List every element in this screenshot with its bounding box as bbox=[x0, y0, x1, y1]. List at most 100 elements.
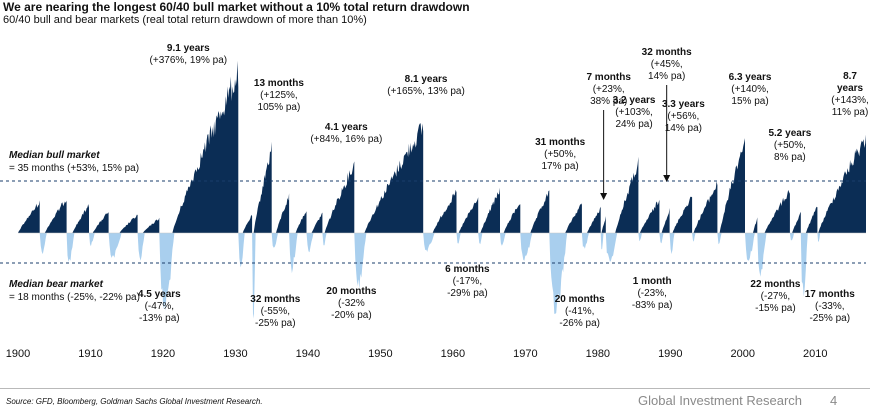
annotation-bull-label: 6.3 years (+140%, 15% pa) bbox=[729, 72, 772, 107]
annotation-bear-label: 22 months (-27%, -15% pa) bbox=[750, 279, 800, 314]
bear-market-area bbox=[39, 233, 47, 255]
x-tick-label: 1930 bbox=[223, 348, 247, 360]
bull-market-area bbox=[818, 134, 866, 233]
source-note: Source: GFD, Bloomberg, Goldman Sachs Gl… bbox=[6, 397, 263, 406]
bear-market-area bbox=[600, 233, 604, 250]
brand-label: Global Investment Research bbox=[638, 393, 803, 408]
median-bull-title: Median bull market bbox=[9, 150, 100, 161]
bull-market-area bbox=[480, 187, 500, 233]
bull-market-area bbox=[324, 161, 355, 233]
median-bull-text: = 35 months (+53%, 15% pa) bbox=[9, 163, 139, 174]
median-bear-title: Median bear market bbox=[9, 279, 104, 290]
bull-market-area bbox=[253, 141, 272, 233]
page-subtitle: 60/40 bull and bear markets (real total … bbox=[3, 14, 367, 26]
x-tick-label: 1970 bbox=[513, 348, 537, 360]
bear-market-area bbox=[669, 233, 675, 255]
annotation-bull-label: 8.1 years (+165%, 13% pa) bbox=[387, 74, 465, 97]
annotation-bull-label: 32 months (+45%, 14% pa) bbox=[642, 47, 692, 82]
x-tick-label: 1990 bbox=[658, 348, 682, 360]
annotation-bear-label: 6 months (-17%, -29% pa) bbox=[445, 264, 490, 299]
bull-market-area bbox=[276, 193, 290, 233]
annotation-bull-label: 7 months (+23%, 38% pa) bbox=[586, 72, 631, 107]
annotation-bull-label: 13 months (+125%, 105% pa) bbox=[254, 78, 304, 113]
bear-market-area bbox=[789, 233, 795, 241]
annotation-bear-label: 20 months (-41%, -26% pa) bbox=[555, 294, 605, 329]
bear-market-area bbox=[817, 233, 821, 242]
footer-divider bbox=[0, 388, 870, 389]
bull-market-area bbox=[764, 189, 790, 233]
bull-market-area bbox=[805, 206, 818, 233]
bear-market-area bbox=[605, 233, 618, 262]
page-title: We are nearing the longest 60/40 bull ma… bbox=[3, 0, 470, 14]
annotation-bear-label: 1 month (-23%, -83% pa) bbox=[632, 276, 673, 311]
bear-market-area bbox=[423, 233, 435, 252]
bull-market-area bbox=[311, 212, 323, 233]
bear-market-area bbox=[520, 233, 533, 261]
annotation-bull-label: 9.1 years (+376%, 19% pa) bbox=[150, 43, 228, 66]
x-tick-label: 1960 bbox=[441, 348, 465, 360]
bull-market-area bbox=[601, 216, 606, 233]
annotation-bear-label: 32 months (-55%, -25% pa) bbox=[250, 294, 300, 329]
bull-market-area bbox=[503, 204, 521, 233]
median-bear-text: = 18 months (-25%, -22% pa) bbox=[9, 292, 140, 303]
bull-market-area bbox=[119, 214, 138, 233]
bear-market-area bbox=[271, 233, 278, 248]
bull-market-area bbox=[639, 199, 660, 233]
bull-market-area bbox=[615, 156, 639, 233]
annotation-bear-label: 17 months (-33%, -25% pa) bbox=[805, 289, 855, 324]
bull-market-area bbox=[364, 123, 424, 233]
bear-market-area bbox=[159, 233, 175, 311]
bull-market-area bbox=[792, 211, 801, 233]
bull-market-area bbox=[458, 197, 479, 233]
bull-market-area bbox=[587, 206, 601, 233]
bear-market-area bbox=[354, 233, 367, 289]
annotation-bull-label: 5.2 years (+50%, 8% pa) bbox=[768, 128, 811, 163]
annotation-arrowhead bbox=[663, 175, 671, 182]
bear-market-area bbox=[745, 233, 755, 261]
bull-market-area bbox=[295, 211, 307, 233]
x-tick-label: 1910 bbox=[78, 348, 102, 360]
bull-market-area bbox=[693, 181, 718, 233]
bull-market-area bbox=[661, 208, 670, 233]
annotation-bear-label: 4.5 years (-47%, -13% pa) bbox=[138, 289, 181, 324]
bear-market-area bbox=[659, 233, 664, 244]
bull-market-area bbox=[44, 200, 67, 233]
bear-market-area bbox=[549, 233, 568, 314]
bull-market-area bbox=[672, 196, 693, 233]
bear-market-area bbox=[478, 233, 483, 245]
bear-market-area bbox=[581, 233, 589, 249]
bear-market-area bbox=[800, 233, 808, 297]
bull-market-area bbox=[172, 60, 239, 233]
bear-market-area bbox=[757, 233, 767, 277]
bear-market-area bbox=[717, 233, 722, 245]
bear-market-area bbox=[66, 233, 75, 262]
bull-market-area bbox=[92, 212, 109, 233]
annotation-arrowhead bbox=[600, 193, 608, 200]
bull-market-area bbox=[752, 217, 758, 233]
x-tick-label: 1940 bbox=[296, 348, 320, 360]
bull-market-area bbox=[142, 217, 160, 233]
annotation-bull-label: 3.2 years (+103%, 24% pa) bbox=[613, 95, 656, 130]
bear-market-area bbox=[306, 233, 314, 253]
bear-market-area bbox=[108, 233, 122, 258]
annotation-bear-label: 20 months (-32% -20% pa) bbox=[326, 286, 376, 321]
bull-market-area bbox=[719, 138, 745, 233]
bear-market-area bbox=[289, 233, 298, 274]
bull-bear-chart: Median bull market = 35 months (+53%, 15%… bbox=[0, 43, 869, 360]
x-tick-label: 1980 bbox=[586, 348, 610, 360]
annotation-bull-label: 3.3 years (+56%, 14% pa) bbox=[662, 99, 705, 134]
bear-market-area bbox=[238, 233, 245, 268]
annotation-bull-label: 31 months (+50%, 17% pa) bbox=[535, 137, 585, 172]
bear-market-area bbox=[456, 233, 461, 244]
x-tick-label: 2000 bbox=[731, 348, 755, 360]
annotation-bull-label: 4.1 years (+84%, 16% pa) bbox=[310, 122, 382, 145]
x-tick-label: 1900 bbox=[6, 348, 30, 360]
bull-market-area bbox=[530, 190, 550, 233]
x-tick-label: 1950 bbox=[368, 348, 392, 360]
page-number: 4 bbox=[830, 393, 838, 408]
x-tick-label: 1920 bbox=[151, 348, 175, 360]
annotation-bull-label: 8.7 years (+143%, 11% pa) bbox=[831, 71, 869, 118]
bear-market-area bbox=[322, 233, 327, 246]
bear-market-area bbox=[692, 233, 696, 242]
x-tick-label: 2010 bbox=[803, 348, 827, 360]
